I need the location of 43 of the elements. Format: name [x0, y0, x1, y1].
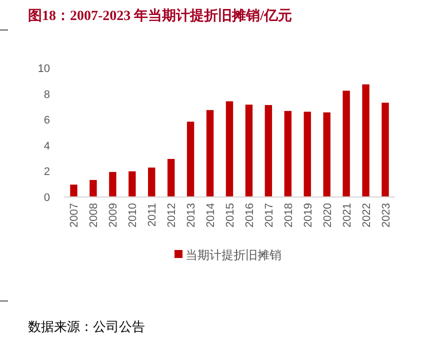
- x-tick-label: 2018: [282, 203, 295, 228]
- x-tick-label: 2012: [166, 203, 178, 228]
- y-tick-label: 4: [44, 140, 50, 152]
- bar: [109, 172, 116, 197]
- bar: [323, 112, 330, 197]
- x-tick-label: 2023: [380, 203, 392, 228]
- bar: [226, 101, 234, 197]
- bar: [128, 171, 136, 197]
- x-tick-label: 2010: [127, 203, 140, 228]
- x-tick-label: 2014: [205, 203, 218, 228]
- bar: [382, 102, 389, 197]
- x-tick-label: 2017: [263, 203, 276, 228]
- y-tick-label: 10: [38, 63, 50, 75]
- bar: [206, 110, 214, 197]
- x-tick-label: 2020: [322, 203, 334, 228]
- bar: [167, 158, 175, 197]
- bar: [148, 168, 156, 197]
- source-note: 数据来源：公司公告: [28, 319, 145, 334]
- y-tick-label: 0: [44, 192, 50, 204]
- legend-label: 当期计提折旧摊销: [186, 248, 282, 262]
- x-tick-label: 2021: [341, 203, 354, 228]
- bar: [70, 184, 78, 197]
- bar: [245, 104, 253, 197]
- bar: [186, 122, 194, 197]
- x-tick-label: 2016: [244, 203, 256, 228]
- chart-title: 图18：2007-2023 年当期计提折旧摊销/亿元: [28, 8, 292, 24]
- x-tick-label: 2011: [146, 203, 159, 227]
- y-tick-label: 2: [44, 166, 50, 178]
- x-tick-label: 2013: [186, 203, 198, 228]
- x-tick-label: 2007: [68, 203, 81, 228]
- bar: [342, 90, 350, 197]
- x-tick-label: 2008: [88, 203, 100, 228]
- y-tick-label: 6: [44, 114, 50, 127]
- y-tick-label: 8: [44, 88, 50, 101]
- x-tick-label: 2015: [224, 203, 236, 228]
- x-tick-label: 2009: [108, 203, 120, 228]
- bar: [362, 84, 370, 197]
- bar: [264, 105, 272, 197]
- bar: [304, 112, 311, 197]
- bar: [284, 110, 292, 197]
- bar: [90, 180, 97, 197]
- x-tick-label: 2019: [302, 203, 314, 228]
- x-tick-label: 2022: [360, 203, 373, 228]
